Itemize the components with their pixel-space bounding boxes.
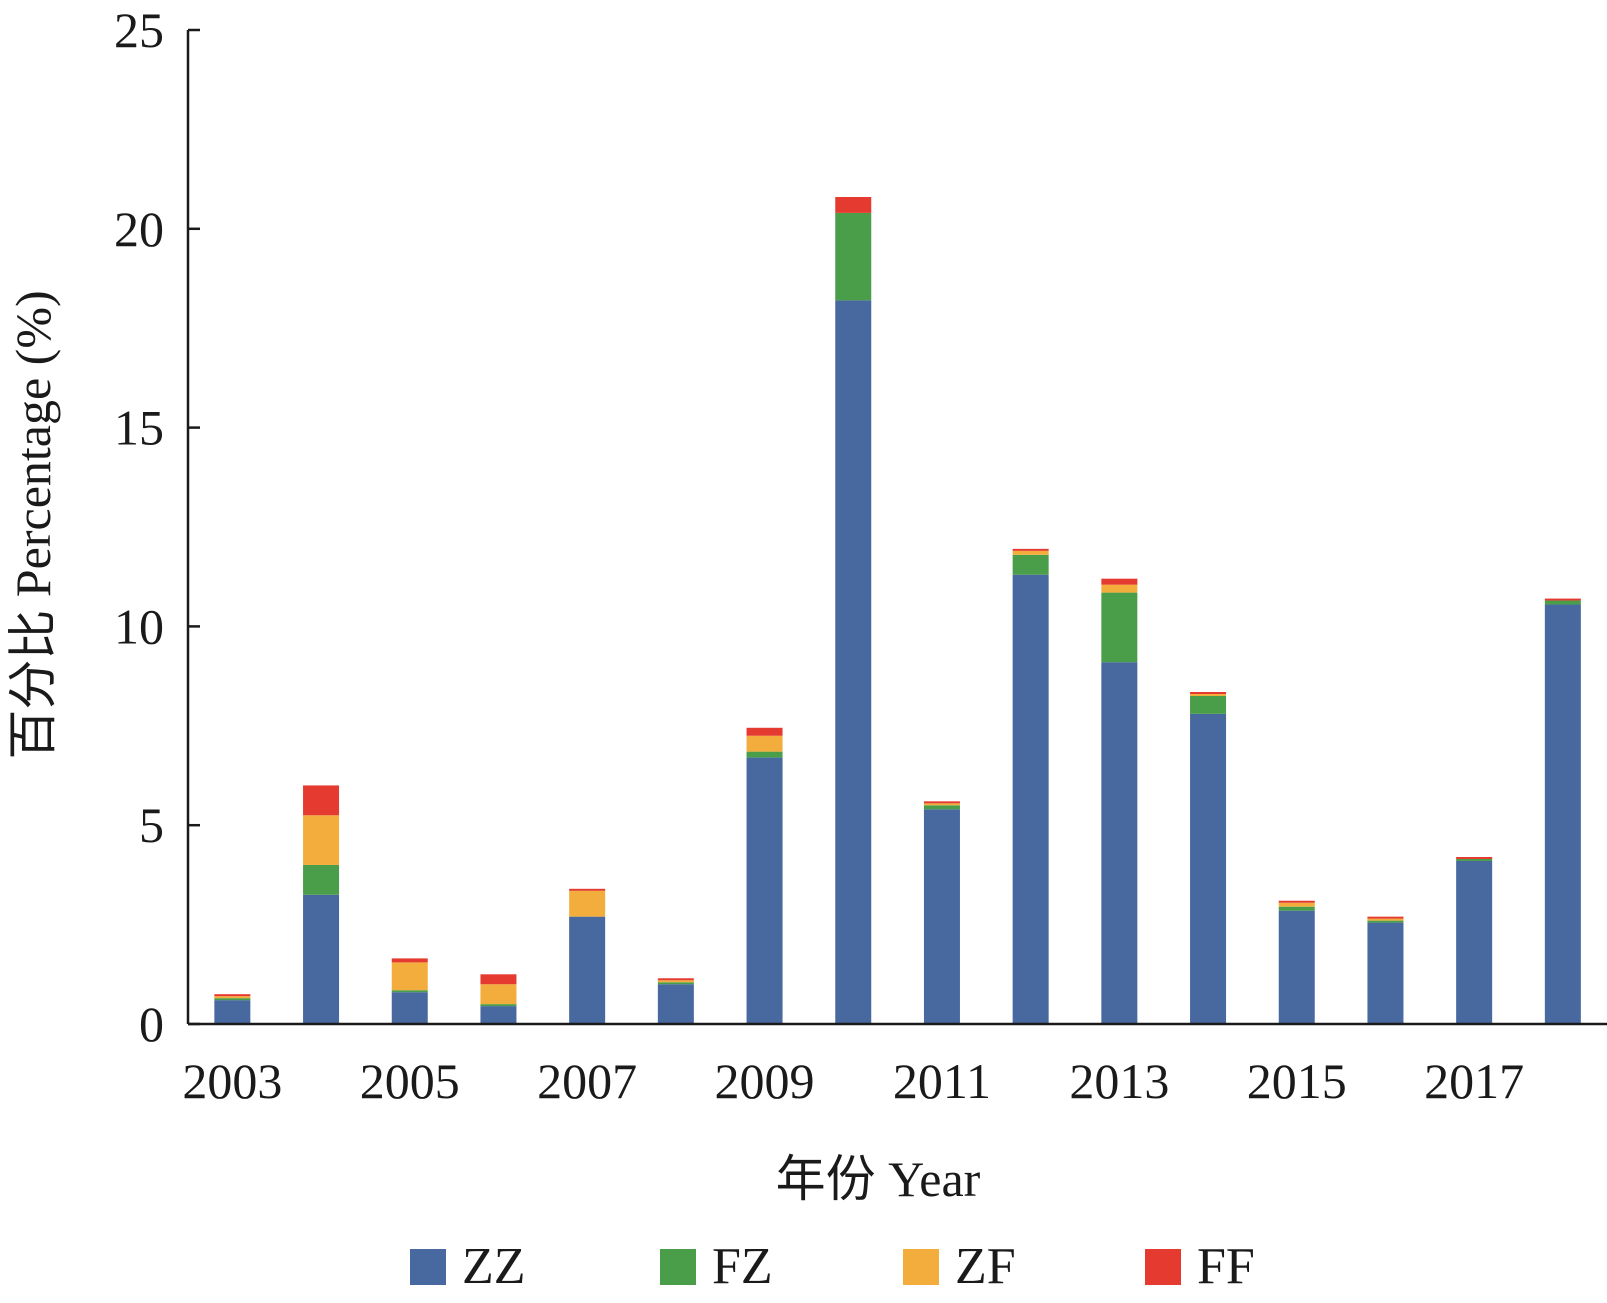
- bar-segment-ff: [746, 727, 783, 736]
- bar-segment-zz: [1012, 574, 1049, 1024]
- legend-label: FZ: [712, 1238, 773, 1295]
- legend-swatch: [660, 1249, 696, 1285]
- y-axis-title: 百分比 Percentage (%): [5, 290, 61, 759]
- bar-segment-ff: [214, 994, 251, 997]
- bar-segment-ff: [569, 888, 606, 891]
- bar-segment-zz: [569, 916, 606, 1024]
- x-tick-label: 2017: [1424, 1053, 1524, 1109]
- bar-segment-fz: [835, 212, 872, 301]
- bar-segment-fz: [303, 864, 340, 895]
- legend-label: ZZ: [462, 1238, 526, 1295]
- legend-item-fz: FZ: [660, 1238, 773, 1295]
- bar-segment-ff: [1101, 578, 1138, 585]
- bar-segment-fz: [1012, 554, 1049, 575]
- bar-segment-zf: [303, 815, 340, 865]
- bar-segment-zz: [746, 757, 783, 1024]
- bar-segment-zf: [1367, 918, 1404, 921]
- legend: ZZ FZ ZF FF: [410, 1238, 1255, 1295]
- bar-segment-zz: [1101, 662, 1138, 1024]
- bar-segment-fz: [1278, 906, 1315, 911]
- bar-segment-ff: [480, 974, 517, 985]
- bar-segment-zf: [657, 980, 694, 983]
- bar-segment-ff: [1012, 548, 1049, 551]
- bar-segment-zz: [1190, 713, 1227, 1024]
- bar-segment-zf: [1190, 693, 1227, 696]
- bar-segment-zz: [480, 1006, 517, 1024]
- bar-segment-zz: [835, 300, 872, 1024]
- bar-segment-zz: [1278, 910, 1315, 1024]
- bar-segment-zf: [1278, 902, 1315, 907]
- bar-segment-ff: [657, 978, 694, 981]
- bar-segment-fz: [391, 990, 428, 993]
- bar-segment-ff: [303, 785, 340, 816]
- bar-segment-zz: [1367, 922, 1404, 1024]
- legend-label: ZF: [955, 1238, 1016, 1295]
- bar-segment-fz: [1190, 695, 1227, 714]
- bar-segment-zf: [746, 735, 783, 752]
- bar-segment-zf: [480, 984, 517, 1005]
- x-tick-label: 2003: [182, 1053, 282, 1109]
- legend-item-zf: ZF: [903, 1238, 1016, 1295]
- bar-segment-zf: [1012, 550, 1049, 555]
- bar-segment-zz: [1456, 860, 1493, 1024]
- legend-label: FF: [1197, 1238, 1255, 1295]
- x-tick-label: 2009: [715, 1053, 815, 1109]
- bar-segment-zf: [923, 803, 960, 806]
- bar-segment-ff: [835, 196, 872, 213]
- bar-segment-zz: [391, 992, 428, 1024]
- legend-swatch: [1145, 1249, 1181, 1285]
- bar-segment-ff: [391, 958, 428, 963]
- bar-segment-ff: [923, 801, 960, 804]
- y-tick-label: 20: [114, 201, 164, 257]
- bar-segment-fz: [214, 998, 251, 1001]
- bar-segment-ff: [1190, 692, 1227, 694]
- x-tick-label: 2013: [1069, 1053, 1169, 1109]
- bar-segment-ff: [1456, 857, 1493, 859]
- bar-segment-fz: [1367, 920, 1404, 923]
- legend-swatch: [410, 1249, 446, 1285]
- bar-segment-zf: [1101, 584, 1138, 593]
- y-tick-label: 0: [139, 996, 164, 1052]
- x-axis-title: 年份 Year: [776, 1151, 981, 1207]
- x-tick-label: 2015: [1247, 1053, 1347, 1109]
- bar-segment-zz: [923, 809, 960, 1024]
- bar-segment-zz: [214, 1000, 251, 1024]
- y-tick-label: 10: [114, 598, 164, 654]
- bar-segment-fz: [1101, 592, 1138, 663]
- bar-segment-fz: [480, 1004, 517, 1007]
- bar-segment-fz: [923, 805, 960, 810]
- x-tick-label: 2005: [360, 1053, 460, 1109]
- bar-segment-zz: [1544, 604, 1581, 1024]
- bar-segment-ff: [1278, 900, 1315, 903]
- y-ticks: 0 5 10 15 20 25: [114, 2, 200, 1052]
- y-tick-label: 5: [139, 797, 164, 853]
- y-tick-label: 25: [114, 2, 164, 58]
- bar-segment-zz: [303, 894, 340, 1024]
- bar-segment-fz: [657, 982, 694, 985]
- bars-layer: [214, 196, 1581, 1024]
- x-ticks: 2003 2005 2007 2009 2011 2013 2015 2017: [182, 1053, 1524, 1109]
- bar-segment-zf: [214, 996, 251, 999]
- legend-swatch: [903, 1249, 939, 1285]
- legend-item-ff: FF: [1145, 1238, 1255, 1295]
- bar-segment-zf: [391, 962, 428, 991]
- bar-segment-ff: [1544, 598, 1581, 601]
- bar-segment-zf: [569, 890, 606, 917]
- x-tick-label: 2007: [537, 1053, 637, 1109]
- bar-segment-zz: [657, 984, 694, 1024]
- bar-segment-fz: [746, 751, 783, 758]
- legend-item-zz: ZZ: [410, 1238, 526, 1295]
- bar-segment-ff: [1367, 916, 1404, 919]
- bar-segment-fz: [1456, 858, 1493, 861]
- y-tick-label: 15: [114, 400, 164, 456]
- bar-segment-fz: [1544, 600, 1581, 605]
- x-tick-label: 2011: [893, 1053, 991, 1109]
